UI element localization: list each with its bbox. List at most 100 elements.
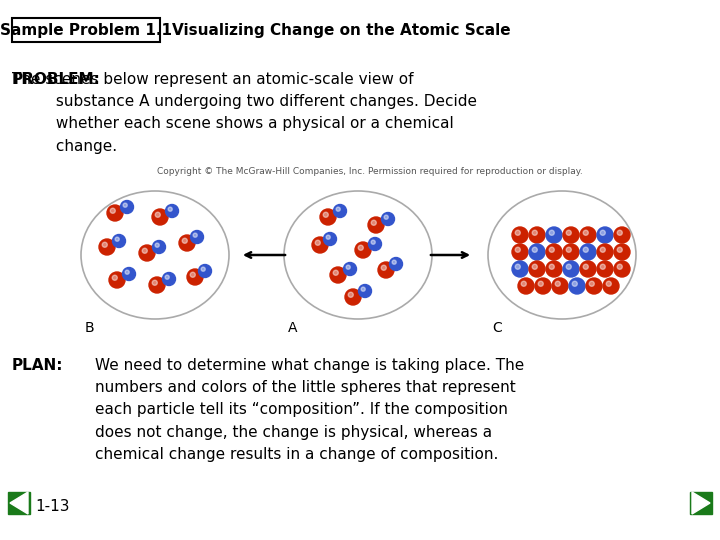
Circle shape [566, 230, 572, 235]
Circle shape [345, 289, 361, 305]
Circle shape [312, 237, 328, 253]
Circle shape [139, 245, 155, 261]
Text: Sample Problem 1.1: Sample Problem 1.1 [0, 23, 172, 37]
Circle shape [107, 205, 123, 221]
Circle shape [569, 278, 585, 294]
Circle shape [512, 244, 528, 260]
Circle shape [343, 262, 356, 275]
Text: C: C [492, 321, 502, 335]
Circle shape [346, 265, 350, 269]
Circle shape [182, 238, 187, 244]
Circle shape [187, 269, 203, 285]
Circle shape [583, 230, 588, 235]
Text: A: A [288, 321, 297, 335]
Circle shape [382, 213, 395, 226]
Circle shape [603, 278, 619, 294]
Circle shape [516, 247, 521, 252]
Circle shape [390, 258, 402, 271]
Circle shape [586, 278, 602, 294]
Circle shape [549, 247, 554, 252]
Text: We need to determine what change is taking place. The
numbers and colors of the : We need to determine what change is taki… [95, 358, 524, 462]
Circle shape [597, 227, 613, 243]
Circle shape [372, 220, 377, 225]
Circle shape [120, 200, 133, 213]
Circle shape [149, 277, 165, 293]
Circle shape [516, 230, 521, 235]
Circle shape [168, 207, 172, 211]
Circle shape [166, 205, 179, 218]
Circle shape [369, 238, 382, 251]
Circle shape [580, 244, 596, 260]
Circle shape [155, 243, 159, 247]
Circle shape [532, 230, 537, 235]
Text: B: B [85, 321, 94, 335]
Circle shape [563, 261, 579, 277]
Circle shape [589, 281, 594, 286]
Polygon shape [692, 492, 710, 514]
Circle shape [552, 278, 568, 294]
Circle shape [122, 267, 135, 280]
Circle shape [361, 287, 365, 291]
Circle shape [125, 270, 130, 274]
Circle shape [529, 227, 545, 243]
Circle shape [392, 260, 396, 264]
Text: PROBLEM:: PROBLEM: [12, 72, 101, 87]
Circle shape [546, 244, 562, 260]
Circle shape [201, 267, 205, 271]
Circle shape [549, 264, 554, 269]
Circle shape [614, 261, 630, 277]
Circle shape [348, 292, 354, 298]
Circle shape [110, 208, 115, 213]
Circle shape [614, 244, 630, 260]
Circle shape [600, 264, 606, 269]
Circle shape [152, 209, 168, 225]
Circle shape [546, 227, 562, 243]
Circle shape [163, 273, 176, 286]
Text: Visualizing Change on the Atomic Scale: Visualizing Change on the Atomic Scale [172, 23, 510, 37]
Circle shape [179, 235, 195, 251]
Circle shape [333, 270, 338, 275]
Circle shape [378, 262, 394, 278]
Circle shape [112, 234, 125, 247]
Text: Copyright © The McGraw-Hill Companies, Inc. Permission required for reproduction: Copyright © The McGraw-Hill Companies, I… [157, 167, 583, 177]
Circle shape [583, 264, 588, 269]
Circle shape [115, 237, 120, 241]
Circle shape [597, 244, 613, 260]
Circle shape [112, 275, 117, 280]
FancyBboxPatch shape [690, 492, 712, 514]
Circle shape [359, 285, 372, 298]
Circle shape [336, 207, 341, 211]
Circle shape [368, 217, 384, 233]
Circle shape [191, 231, 204, 244]
Circle shape [326, 235, 330, 239]
Circle shape [193, 233, 197, 237]
Circle shape [566, 247, 572, 252]
Ellipse shape [284, 191, 432, 319]
Circle shape [580, 227, 596, 243]
Circle shape [190, 272, 195, 278]
Circle shape [563, 227, 579, 243]
Circle shape [532, 264, 537, 269]
Text: PLAN:: PLAN: [12, 358, 63, 373]
Circle shape [555, 281, 560, 286]
Circle shape [102, 242, 107, 247]
Circle shape [529, 244, 545, 260]
Circle shape [156, 212, 161, 217]
Circle shape [330, 267, 346, 283]
Circle shape [563, 244, 579, 260]
Circle shape [333, 205, 346, 218]
Circle shape [518, 278, 534, 294]
FancyBboxPatch shape [8, 492, 30, 514]
Circle shape [535, 278, 551, 294]
Circle shape [142, 248, 148, 253]
Circle shape [199, 265, 212, 278]
Circle shape [384, 215, 388, 219]
Circle shape [320, 209, 336, 225]
Circle shape [597, 261, 613, 277]
Circle shape [165, 275, 169, 279]
Circle shape [355, 242, 371, 258]
Circle shape [512, 227, 528, 243]
Circle shape [532, 247, 537, 252]
FancyBboxPatch shape [12, 18, 160, 42]
Circle shape [521, 281, 526, 286]
